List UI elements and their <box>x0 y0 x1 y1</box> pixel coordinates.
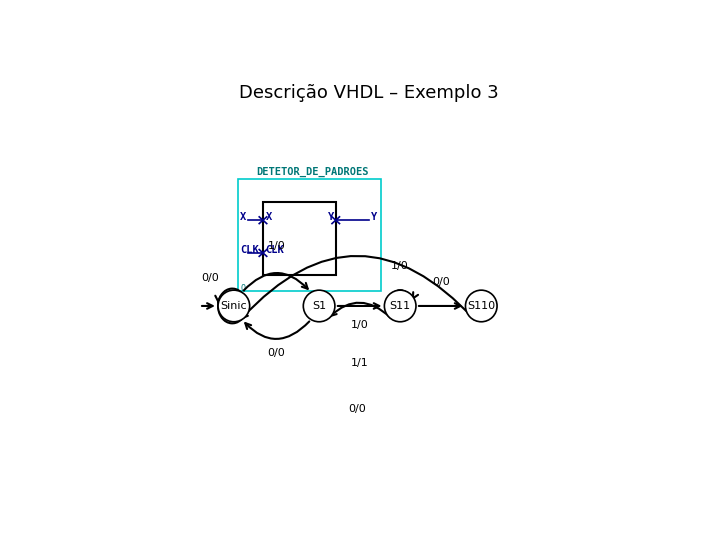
Text: S1: S1 <box>312 301 326 311</box>
Bar <box>263 202 336 275</box>
Text: 0/0: 0/0 <box>202 273 219 282</box>
Circle shape <box>384 290 416 322</box>
Text: Q: Q <box>240 284 245 293</box>
Circle shape <box>465 290 497 322</box>
Text: X: X <box>240 212 246 222</box>
Text: CLK: CLK <box>266 245 284 255</box>
Text: Y: Y <box>371 212 377 222</box>
Text: X: X <box>266 212 273 222</box>
Text: Y: Y <box>328 212 334 222</box>
Text: Descrição VHDL – Exemplo 3: Descrição VHDL – Exemplo 3 <box>239 84 499 102</box>
Text: Sinic: Sinic <box>220 301 247 311</box>
Text: S11: S11 <box>390 301 410 311</box>
Text: 1/1: 1/1 <box>351 358 369 368</box>
Circle shape <box>303 290 335 322</box>
Circle shape <box>218 290 250 322</box>
Text: 1/0: 1/0 <box>351 320 369 330</box>
Text: CLK: CLK <box>240 245 259 255</box>
Text: DETETOR_DE_PADROES: DETETOR_DE_PADROES <box>256 167 369 177</box>
Text: 0/0: 0/0 <box>432 277 449 287</box>
Text: 0/0: 0/0 <box>268 348 285 359</box>
Text: 1/0: 1/0 <box>391 261 409 272</box>
Bar <box>238 179 382 292</box>
Text: S110: S110 <box>467 301 495 311</box>
Text: 0/0: 0/0 <box>348 404 366 414</box>
Text: 1/0: 1/0 <box>268 241 285 251</box>
